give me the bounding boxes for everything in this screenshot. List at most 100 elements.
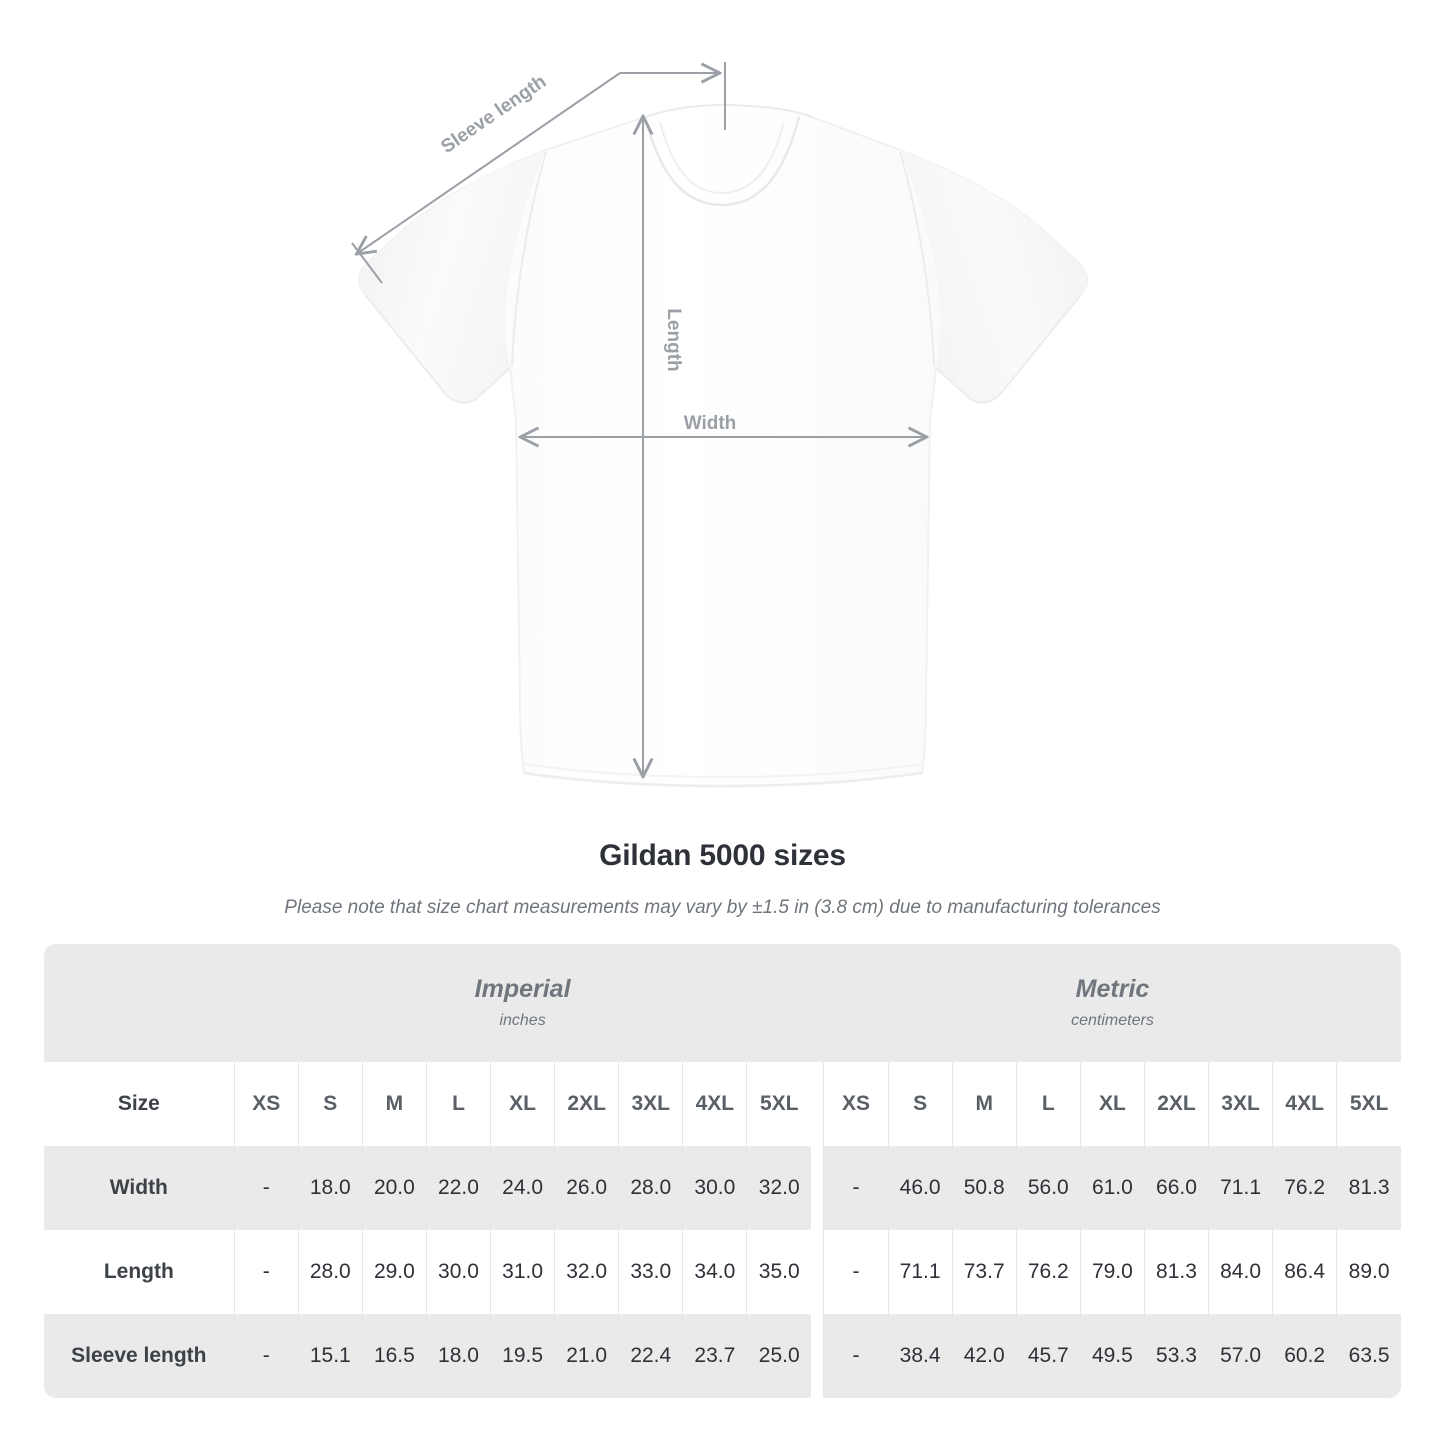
size-col-imperial-3xl: 3XL [618, 1062, 683, 1146]
size-label-row: Size XS S M L XL 2XL 3XL 4XL 5XL XS S M … [44, 1062, 1401, 1146]
length-imperial-3xl: 33.0 [618, 1230, 683, 1314]
tshirt-illustration [357, 103, 1089, 788]
sleeve-imperial-xs: - [233, 1314, 299, 1398]
sleeve-metric-2xl: 53.3 [1143, 1314, 1209, 1398]
metric-unit-sub: centimeters [1071, 1012, 1154, 1030]
size-col-metric-s: S [887, 1062, 953, 1146]
collar-back-band [644, 103, 813, 118]
size-col-metric-3xl: 3XL [1208, 1062, 1273, 1146]
collar-rib [659, 121, 785, 195]
width-imperial-5xl: 32.0 [746, 1146, 811, 1230]
width-metric-3xl: 71.1 [1208, 1146, 1273, 1230]
sleeve-length-end-tick [351, 242, 383, 284]
sleeve-imperial-3xl: 22.4 [618, 1314, 683, 1398]
length-imperial-2xl: 32.0 [554, 1230, 619, 1314]
left-armhole-seam [511, 151, 547, 367]
width-metric-m: 50.8 [951, 1146, 1017, 1230]
width-imperial-xl: 24.0 [490, 1146, 555, 1230]
length-imperial-l: 30.0 [425, 1230, 491, 1314]
imperial-unit-name: Imperial [474, 975, 571, 1004]
unit-separator [811, 1062, 824, 1146]
unit-band-spacer [44, 944, 235, 1062]
right-sleeve-shade [900, 150, 1088, 403]
length-imperial-xs: - [233, 1230, 299, 1314]
length-metric-m: 73.7 [951, 1230, 1017, 1314]
tolerance-note: Please note that size chart measurements… [284, 897, 1161, 918]
size-col-metric-2xl: 2XL [1143, 1062, 1209, 1146]
row-unit-separator [811, 1314, 824, 1398]
row-unit-separator [811, 1230, 824, 1314]
sleeve-metric-l: 45.7 [1015, 1314, 1081, 1398]
size-col-metric-l: L [1015, 1062, 1081, 1146]
width-metric-xs: - [823, 1146, 889, 1230]
length-imperial-xl: 31.0 [490, 1230, 555, 1314]
length-metric-2xl: 81.3 [1143, 1230, 1209, 1314]
size-col-imperial-xl: XL [490, 1062, 555, 1146]
width-metric-l: 56.0 [1015, 1146, 1081, 1230]
width-imperial-2xl: 26.0 [554, 1146, 619, 1230]
size-col-imperial-s: S [297, 1062, 363, 1146]
width-imperial-3xl: 28.0 [618, 1146, 683, 1230]
row-label-width: Width [44, 1146, 235, 1230]
sleeve-metric-5xl: 63.5 [1336, 1314, 1401, 1398]
right-armhole-seam [899, 151, 935, 367]
length-imperial-4xl: 34.0 [682, 1230, 747, 1314]
length-label: Length [663, 308, 684, 371]
sleeve-metric-3xl: 57.0 [1208, 1314, 1273, 1398]
title-block: Gildan 5000 sizes Please note that size … [0, 838, 1445, 921]
size-col-metric-xs: XS [823, 1062, 889, 1146]
length-metric-xs: - [823, 1230, 889, 1314]
unit-header-row: Imperial inches Metric centimeters [44, 944, 1401, 1062]
metric-unit-name: Metric [1075, 975, 1150, 1004]
size-table: Imperial inches Metric centimeters Size … [44, 944, 1401, 1398]
row-label-length: Length [44, 1230, 235, 1314]
metric-unit-cell: Metric centimeters [823, 944, 1401, 1062]
sleeve-length-label: Sleeve length [437, 71, 550, 158]
bottom-hem-inner [523, 763, 923, 779]
sleeve-metric-s: 38.4 [887, 1314, 953, 1398]
length-metric-s: 71.1 [887, 1230, 953, 1314]
sleeve-imperial-xl: 19.5 [490, 1314, 555, 1398]
width-imperial-4xl: 30.0 [682, 1146, 747, 1230]
width-imperial-m: 20.0 [361, 1146, 427, 1230]
size-col-imperial-5xl: 5XL [746, 1062, 811, 1146]
left-sleeve-shade [358, 150, 546, 403]
size-header-cell: Size [44, 1062, 235, 1146]
table-row-sleeve-length: Sleeve length - 15.1 16.5 18.0 19.5 21.0… [44, 1314, 1401, 1398]
sleeve-imperial-4xl: 23.7 [682, 1314, 747, 1398]
width-metric-5xl: 81.3 [1336, 1146, 1401, 1230]
length-metric-3xl: 84.0 [1208, 1230, 1273, 1314]
width-imperial-l: 22.0 [425, 1146, 491, 1230]
width-label: Width [684, 413, 737, 434]
length-imperial-s: 28.0 [297, 1230, 363, 1314]
sleeve-imperial-m: 16.5 [361, 1314, 427, 1398]
imperial-unit-sub: inches [499, 1012, 546, 1030]
size-col-metric-m: M [951, 1062, 1017, 1146]
sleeve-imperial-5xl: 25.0 [746, 1314, 811, 1398]
width-metric-xl: 61.0 [1079, 1146, 1145, 1230]
row-unit-separator [811, 1146, 824, 1230]
length-metric-5xl: 89.0 [1336, 1230, 1401, 1314]
size-col-imperial-xs: XS [233, 1062, 299, 1146]
length-imperial-m: 29.0 [361, 1230, 427, 1314]
width-metric-2xl: 66.0 [1143, 1146, 1209, 1230]
sleeve-metric-4xl: 60.2 [1272, 1314, 1337, 1398]
sleeve-metric-m: 42.0 [951, 1314, 1017, 1398]
length-metric-xl: 79.0 [1079, 1230, 1145, 1314]
sleeve-length-diagonal [358, 72, 621, 253]
width-metric-s: 46.0 [887, 1146, 953, 1230]
collar-outer [643, 116, 801, 207]
sleeve-metric-xs: - [823, 1314, 889, 1398]
table-row-length: Length - 28.0 29.0 30.0 31.0 32.0 33.0 3… [44, 1230, 1401, 1314]
size-col-metric-5xl: 5XL [1336, 1062, 1401, 1146]
sleeve-metric-xl: 49.5 [1079, 1314, 1145, 1398]
right-sleeve-hem [935, 295, 1081, 404]
sleeve-imperial-2xl: 21.0 [554, 1314, 619, 1398]
width-dimension: Width [522, 413, 925, 437]
width-imperial-xs: - [233, 1146, 299, 1230]
unit-band-gap [811, 944, 824, 1062]
page-title: Gildan 5000 sizes [599, 839, 846, 872]
sleeve-imperial-l: 18.0 [425, 1314, 491, 1398]
width-metric-4xl: 76.2 [1272, 1146, 1337, 1230]
